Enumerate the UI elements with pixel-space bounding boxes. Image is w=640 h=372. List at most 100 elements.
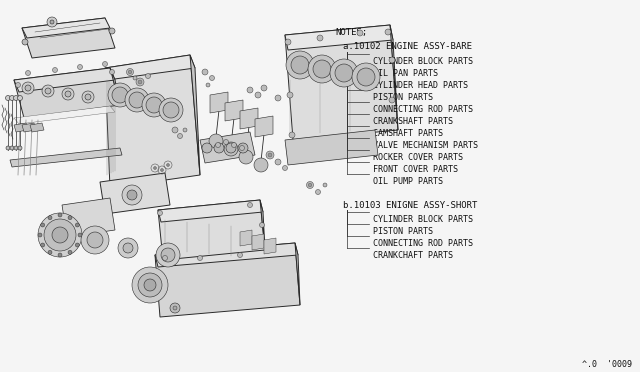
Polygon shape [158, 200, 263, 222]
Circle shape [38, 233, 42, 237]
Circle shape [259, 243, 264, 247]
Circle shape [209, 76, 214, 80]
Circle shape [38, 213, 82, 257]
Circle shape [266, 151, 274, 159]
Circle shape [166, 164, 170, 167]
Polygon shape [14, 68, 120, 118]
Polygon shape [285, 130, 378, 165]
Circle shape [142, 93, 166, 117]
Circle shape [77, 64, 83, 70]
Circle shape [48, 216, 52, 220]
Circle shape [226, 143, 236, 153]
Polygon shape [210, 92, 228, 113]
Circle shape [144, 279, 156, 291]
Circle shape [52, 227, 68, 243]
Polygon shape [240, 230, 252, 246]
Circle shape [13, 96, 19, 100]
Circle shape [10, 146, 14, 150]
Polygon shape [14, 123, 28, 132]
Circle shape [109, 70, 115, 74]
Circle shape [330, 59, 358, 87]
Circle shape [50, 20, 54, 24]
Polygon shape [295, 243, 300, 305]
Circle shape [6, 146, 10, 150]
Circle shape [68, 216, 72, 220]
Text: CONNECTING ROD PARTS: CONNECTING ROD PARTS [373, 239, 473, 248]
Circle shape [173, 306, 177, 310]
Circle shape [41, 243, 45, 247]
Polygon shape [240, 108, 258, 129]
Text: CONNECTING ROD PARTS: CONNECTING ROD PARTS [373, 105, 473, 114]
Circle shape [146, 97, 162, 113]
Circle shape [87, 232, 103, 248]
Polygon shape [22, 18, 115, 58]
Circle shape [41, 223, 45, 227]
Text: CYLINDER BLOCK PARTS: CYLINDER BLOCK PARTS [373, 215, 473, 224]
Circle shape [247, 87, 253, 93]
Circle shape [385, 29, 391, 35]
Text: CAMSHAFT PARTS: CAMSHAFT PARTS [373, 129, 443, 138]
Circle shape [128, 70, 132, 74]
Circle shape [25, 85, 31, 91]
Circle shape [237, 253, 243, 257]
Circle shape [216, 142, 221, 148]
Circle shape [291, 56, 309, 74]
Circle shape [14, 146, 18, 150]
Circle shape [232, 142, 237, 148]
Circle shape [133, 76, 137, 80]
Circle shape [58, 213, 62, 217]
Circle shape [15, 83, 20, 87]
Circle shape [76, 243, 79, 247]
Circle shape [313, 60, 331, 78]
Circle shape [287, 92, 293, 98]
Circle shape [68, 250, 72, 254]
Circle shape [156, 243, 180, 267]
Circle shape [47, 17, 57, 27]
Circle shape [52, 67, 58, 73]
Circle shape [65, 91, 71, 97]
Circle shape [161, 169, 163, 171]
Circle shape [132, 267, 168, 303]
Circle shape [170, 303, 180, 313]
Circle shape [357, 30, 363, 36]
Circle shape [138, 273, 162, 297]
Circle shape [136, 78, 144, 86]
Circle shape [58, 253, 62, 257]
Circle shape [255, 92, 261, 98]
Polygon shape [264, 238, 276, 254]
Circle shape [159, 98, 183, 122]
Circle shape [239, 150, 253, 164]
Polygon shape [110, 68, 120, 105]
Circle shape [316, 189, 321, 195]
Text: OIL PAN PARTS: OIL PAN PARTS [373, 69, 438, 78]
Polygon shape [155, 243, 300, 317]
Circle shape [206, 83, 210, 87]
Circle shape [177, 134, 182, 138]
Circle shape [183, 128, 187, 132]
Polygon shape [22, 18, 110, 38]
Circle shape [154, 167, 157, 170]
Polygon shape [225, 100, 243, 121]
Circle shape [254, 158, 268, 172]
Circle shape [172, 127, 178, 133]
Text: ROCKER COVER PARTS: ROCKER COVER PARTS [373, 153, 463, 162]
Circle shape [44, 219, 76, 251]
Polygon shape [14, 106, 115, 124]
Circle shape [261, 85, 267, 91]
Text: b.10103 ENIGNE ASSY-SHORT: b.10103 ENIGNE ASSY-SHORT [343, 201, 477, 210]
Polygon shape [200, 132, 255, 163]
Text: VALVE MECHANISM PARTS: VALVE MECHANISM PARTS [373, 141, 478, 150]
Polygon shape [62, 198, 115, 237]
Polygon shape [30, 123, 44, 132]
Circle shape [127, 68, 134, 76]
Polygon shape [100, 55, 195, 81]
Circle shape [224, 142, 238, 156]
Circle shape [125, 88, 149, 112]
Circle shape [76, 223, 79, 227]
Circle shape [78, 233, 82, 237]
Polygon shape [285, 25, 393, 50]
Circle shape [239, 145, 244, 151]
Circle shape [26, 71, 31, 76]
Circle shape [17, 96, 22, 100]
Circle shape [102, 61, 108, 67]
